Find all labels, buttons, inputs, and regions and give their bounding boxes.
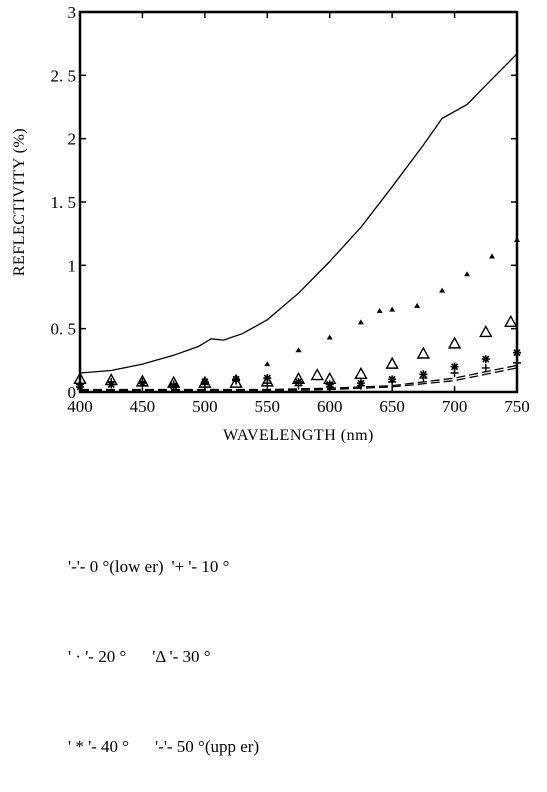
data-point-triangle (310, 368, 324, 381)
data-point-triangle (416, 346, 431, 359)
data-point-star (481, 355, 490, 364)
data-point-dot (376, 307, 383, 313)
legend-entry-0deg-lower: '-'- 0 °(low er) (68, 557, 164, 576)
axis-ticks (79, 11, 518, 393)
data-point-plus (263, 379, 272, 388)
legend-row: ' · '- 20 ° 'Δ '- 30 ° (68, 642, 259, 672)
plot-marks (73, 53, 521, 392)
tick-labels: 400 450 500 550 600 650 700 750 0 0. 5 1 1. 5 2 2. 5 3 (51, 3, 530, 416)
legend-entry-50deg-upper: '-'- 50 °(upp er) (155, 737, 260, 756)
data-point-triangle (479, 325, 493, 338)
data-point-dot (357, 319, 364, 325)
x-tick-label: 500 (192, 397, 218, 416)
data-point-plus (107, 377, 116, 386)
data-point-plus (388, 377, 397, 386)
data-point-star (263, 374, 272, 383)
data-point-plus (419, 374, 428, 383)
series-0 (79, 53, 518, 374)
data-point-dot (264, 361, 271, 367)
y-tick-label: 2. 5 (51, 66, 77, 85)
series-2 (73, 314, 518, 388)
x-tick-label: 700 (442, 397, 468, 416)
data-point-dot (326, 334, 333, 340)
y-axis-title: REFLECTIVITY (%) (11, 128, 28, 276)
legend-entry-30deg: 'Δ '- 30 ° (152, 647, 211, 666)
legend-row: ' * '- 40 ° '-'- 50 °(upp er) (68, 732, 259, 762)
series-line (79, 53, 518, 374)
data-point-dot (464, 271, 471, 277)
x-tick-label: 450 (130, 397, 156, 416)
legend-entry-20deg: ' · '- 20 ° (68, 647, 127, 666)
reflectivity-chart: 400 450 500 550 600 650 700 750 0 0. 5 1 1. 5 2 2. 5 3… (11, 3, 530, 444)
legend: '-'- 0 °(low er) '+ '- 10 ° ' · '- 20 ° 'Δ… (68, 492, 259, 792)
y-tick-label: 0 (68, 383, 77, 402)
y-tick-label: 1. 5 (51, 193, 77, 212)
data-point-plus (138, 377, 147, 386)
x-axis-title: WAVELENGTH (nm) (223, 427, 374, 444)
y-tick-label: 1 (68, 256, 77, 275)
data-point-dot (439, 287, 446, 293)
legend-entry-10deg: '+ '- 10 ° (171, 557, 230, 576)
x-tick-label: 750 (504, 397, 530, 416)
legend-entry-40deg: ' * '- 40 ° (68, 737, 130, 756)
x-tick-label: 400 (67, 397, 93, 416)
x-tick-label: 600 (317, 397, 343, 416)
data-point-triangle (354, 366, 368, 379)
data-point-star (450, 362, 459, 371)
x-tick-label: 550 (255, 397, 281, 416)
x-tick-label: 650 (379, 397, 405, 416)
data-point-plus (294, 381, 303, 390)
data-point-dot (489, 253, 496, 259)
data-point-plus (200, 379, 209, 388)
data-point-plus (450, 369, 459, 377)
data-point-plus (232, 376, 241, 385)
data-point-plus (169, 380, 178, 389)
data-point-dot (295, 347, 302, 353)
y-tick-label: 3 (68, 3, 77, 22)
legend-row: '-'- 0 °(low er) '+ '- 10 ° (68, 552, 259, 582)
data-point-triangle (447, 336, 462, 349)
data-point-dot (389, 306, 396, 312)
data-point-triangle (385, 356, 399, 369)
plot-frame (78, 10, 519, 394)
data-point-dot (414, 302, 421, 308)
data-point-triangle (504, 314, 518, 328)
y-tick-label: 2 (68, 130, 77, 149)
data-point-plus (481, 363, 490, 372)
y-tick-label: 0. 5 (51, 320, 77, 339)
